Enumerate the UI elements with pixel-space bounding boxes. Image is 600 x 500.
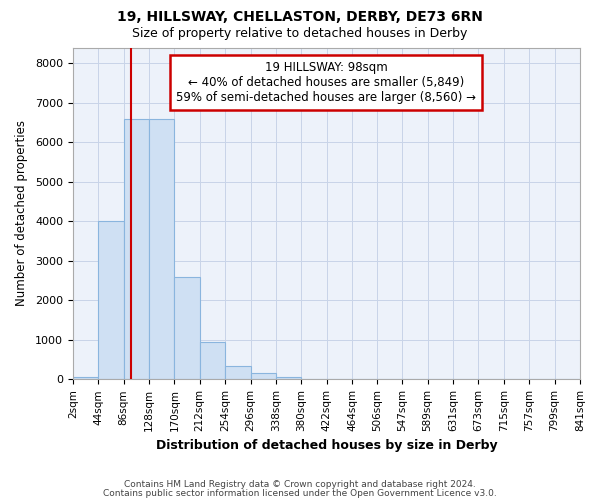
Bar <box>149 118 175 380</box>
Y-axis label: Number of detached properties: Number of detached properties <box>15 120 28 306</box>
Text: Contains public sector information licensed under the Open Government Licence v3: Contains public sector information licen… <box>103 489 497 498</box>
X-axis label: Distribution of detached houses by size in Derby: Distribution of detached houses by size … <box>155 440 497 452</box>
Bar <box>175 276 200 380</box>
Bar <box>251 374 276 380</box>
Text: Contains HM Land Registry data © Crown copyright and database right 2024.: Contains HM Land Registry data © Crown c… <box>124 480 476 489</box>
Text: 19 HILLSWAY: 98sqm
← 40% of detached houses are smaller (5,849)
59% of semi-deta: 19 HILLSWAY: 98sqm ← 40% of detached hou… <box>176 61 476 104</box>
Bar <box>98 222 124 380</box>
Bar <box>276 378 301 380</box>
Bar <box>200 342 225 380</box>
Text: Size of property relative to detached houses in Derby: Size of property relative to detached ho… <box>133 28 467 40</box>
Bar <box>225 366 251 380</box>
Bar <box>73 378 98 380</box>
Text: 19, HILLSWAY, CHELLASTON, DERBY, DE73 6RN: 19, HILLSWAY, CHELLASTON, DERBY, DE73 6R… <box>117 10 483 24</box>
Bar <box>124 118 149 380</box>
